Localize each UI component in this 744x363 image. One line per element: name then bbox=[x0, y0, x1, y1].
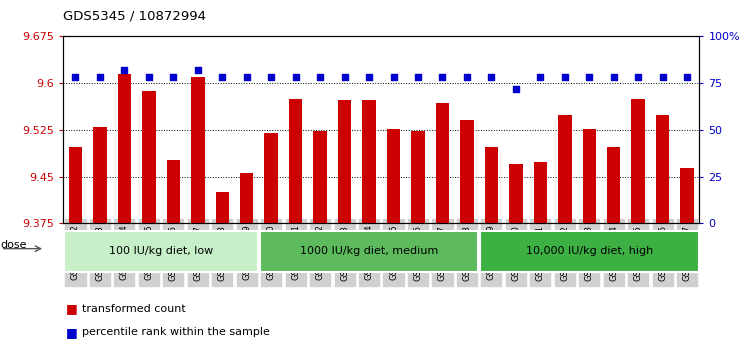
Bar bbox=[142, 90, 155, 223]
Point bbox=[534, 74, 546, 80]
Bar bbox=[484, 147, 498, 223]
Bar bbox=[264, 133, 278, 223]
Point bbox=[266, 74, 278, 80]
Point bbox=[192, 67, 204, 73]
Bar bbox=[93, 127, 106, 223]
Point bbox=[608, 74, 620, 80]
Bar bbox=[681, 168, 694, 223]
Point bbox=[363, 74, 375, 80]
Bar bbox=[411, 131, 425, 223]
Point bbox=[437, 74, 449, 80]
Point bbox=[388, 74, 400, 80]
Text: 10,000 IU/kg diet, high: 10,000 IU/kg diet, high bbox=[526, 246, 653, 256]
Point bbox=[510, 86, 522, 91]
Bar bbox=[558, 115, 571, 223]
Bar bbox=[461, 121, 474, 223]
Bar bbox=[289, 99, 302, 223]
Point bbox=[118, 67, 130, 73]
Bar bbox=[509, 164, 522, 223]
Point bbox=[682, 74, 693, 80]
Point bbox=[167, 74, 179, 80]
Point bbox=[339, 74, 350, 80]
Point bbox=[94, 74, 106, 80]
Text: ■: ■ bbox=[65, 326, 77, 339]
Point bbox=[69, 74, 81, 80]
Point bbox=[485, 74, 497, 80]
Point bbox=[289, 74, 301, 80]
Text: percentile rank within the sample: percentile rank within the sample bbox=[82, 327, 270, 337]
Bar bbox=[607, 147, 620, 223]
Bar bbox=[583, 129, 596, 223]
Text: 1000 IU/kg diet, medium: 1000 IU/kg diet, medium bbox=[300, 246, 438, 256]
Bar bbox=[313, 131, 327, 223]
Point bbox=[559, 74, 571, 80]
Point bbox=[314, 74, 326, 80]
Point bbox=[461, 74, 473, 80]
Bar bbox=[191, 77, 205, 223]
Bar bbox=[68, 147, 82, 223]
Bar bbox=[240, 173, 254, 223]
Bar bbox=[362, 100, 376, 223]
Point bbox=[143, 74, 155, 80]
Bar bbox=[216, 192, 229, 223]
Text: ■: ■ bbox=[65, 302, 77, 315]
Text: dose: dose bbox=[1, 240, 28, 250]
Bar bbox=[533, 162, 547, 223]
Bar bbox=[656, 115, 670, 223]
Point bbox=[241, 74, 253, 80]
Bar bbox=[436, 103, 449, 223]
Bar bbox=[387, 129, 400, 223]
Bar bbox=[167, 160, 180, 223]
Point bbox=[217, 74, 228, 80]
Point bbox=[583, 74, 595, 80]
Bar bbox=[118, 74, 131, 223]
Text: 100 IU/kg diet, low: 100 IU/kg diet, low bbox=[109, 246, 214, 256]
Bar bbox=[632, 99, 645, 223]
Point bbox=[657, 74, 669, 80]
Point bbox=[412, 74, 424, 80]
Point bbox=[632, 74, 644, 80]
Bar bbox=[338, 100, 351, 223]
Text: transformed count: transformed count bbox=[82, 303, 185, 314]
Text: GDS5345 / 10872994: GDS5345 / 10872994 bbox=[63, 9, 206, 22]
